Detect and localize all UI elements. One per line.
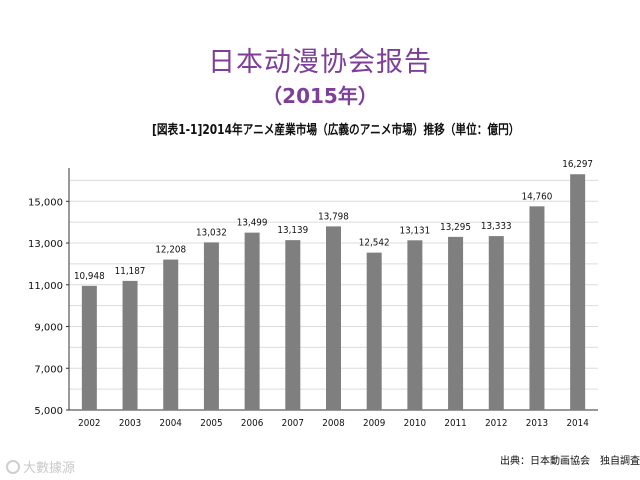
x-tick-label: 2013 — [526, 418, 548, 430]
x-tick-label: 2014 — [566, 418, 588, 430]
data-label: 13,139 — [277, 225, 308, 237]
bar — [326, 226, 341, 410]
data-label: 11,187 — [115, 265, 146, 277]
watermark-logo-icon — [6, 459, 20, 474]
x-tick-label: 2005 — [200, 418, 222, 430]
data-label: 13,131 — [400, 225, 431, 237]
x-tick-label: 2003 — [119, 418, 141, 430]
slide-title: 日本动漫协会报告 — [208, 47, 432, 78]
source-note: 出典：日本動画協会 独自調査 — [500, 456, 640, 467]
data-label: 10,948 — [74, 270, 105, 282]
data-label: 13,333 — [481, 221, 512, 233]
data-label: 16,297 — [562, 159, 593, 171]
bar — [285, 240, 301, 410]
bar — [163, 259, 179, 410]
bar — [122, 280, 138, 410]
data-label: 13,499 — [237, 217, 268, 229]
x-tick-label: 2012 — [485, 418, 507, 430]
bar — [244, 232, 260, 410]
y-tick-label: 7,000 — [34, 364, 63, 375]
x-tick-label: 2009 — [363, 418, 385, 430]
bar — [81, 285, 97, 410]
y-tick-label: 13,000 — [28, 239, 63, 250]
data-label: 12,542 — [359, 237, 390, 249]
watermark: 大數據源 — [6, 457, 75, 476]
data-label: 14,760 — [522, 191, 553, 203]
y-tick-label: 9,000 — [34, 323, 63, 334]
y-tick-label: 11,000 — [28, 281, 63, 292]
x-tick-label: 2010 — [404, 418, 426, 430]
x-tick-label: 2004 — [160, 418, 182, 430]
bar — [529, 206, 545, 410]
data-label: 13,032 — [196, 227, 227, 239]
bar — [448, 236, 464, 410]
slide-subtitle: （2015年） — [262, 84, 378, 108]
x-tick-labels: 2002 2003 2004 2005 2006 2007 2008 2009 2010 2011… — [78, 418, 589, 430]
bar — [203, 242, 219, 410]
data-labels: 10,948 11,187 12,208 13,032 13,499 13,139 13,7… — [74, 159, 593, 282]
bar — [366, 252, 382, 410]
data-label: 12,208 — [155, 244, 186, 256]
bar — [570, 174, 586, 410]
x-tick-label: 2011 — [444, 418, 466, 430]
x-tick-label: 2008 — [322, 418, 344, 430]
x-tick-label: 2006 — [241, 418, 263, 430]
bar — [488, 236, 504, 410]
y-tick-labels: 5,000 7,000 9,000 11,000 13,000 15,000 — [28, 197, 63, 417]
x-tick-label: 2007 — [282, 418, 304, 430]
bar — [407, 240, 423, 410]
y-tick-label: 5,000 — [34, 406, 63, 417]
chart-title: [図表1-1]2014年アニメ産業市場（広義のアニメ市場）推移（単位：億円） — [152, 123, 520, 138]
x-tick-label: 2002 — [78, 418, 100, 430]
bars — [81, 174, 586, 410]
y-tick-label: 15,000 — [28, 197, 63, 208]
data-label: 13,798 — [318, 211, 349, 223]
watermark-text: 大數據源 — [23, 461, 76, 476]
data-label: 13,295 — [440, 221, 471, 233]
